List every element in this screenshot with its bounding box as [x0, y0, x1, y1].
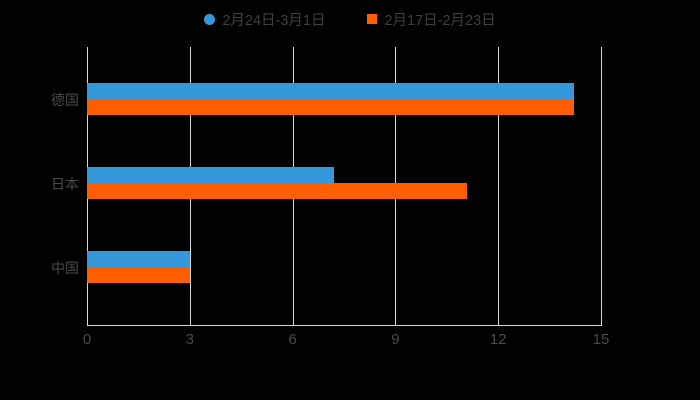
legend-label-series-1: 2月24日-3月1日: [222, 12, 326, 29]
bar-group-1: [87, 167, 601, 199]
bar[interactable]: [87, 167, 334, 183]
y-axis-label-0: 德国: [51, 92, 79, 108]
y-axis-category-labels: 德国 日本 中国: [0, 0, 79, 400]
plot-area: [87, 47, 602, 325]
gridline-x-12: [498, 47, 500, 325]
bar[interactable]: [87, 267, 190, 283]
x-tick-label-3: 3: [185, 331, 194, 348]
x-tick-label-12: 12: [489, 331, 507, 348]
legend-entry-series-1[interactable]: 2月24日-3月1日: [204, 9, 325, 30]
bar-group-2: [87, 251, 601, 283]
legend-entry-series-2[interactable]: 2月17日-2月23日: [367, 9, 496, 30]
bar[interactable]: [87, 99, 574, 115]
x-axis-line: [87, 325, 602, 326]
x-tick-label-9: 9: [391, 331, 400, 348]
legend-marker-square-icon: [367, 14, 378, 24]
bar[interactable]: [87, 83, 574, 99]
legend-label-series-2: 2月17日-2月23日: [384, 12, 496, 29]
gridline-x-15: [601, 47, 602, 325]
legend-marker-circle-icon: [204, 13, 216, 25]
y-axis-label-2: 中国: [51, 260, 79, 276]
bar-group-0: [87, 83, 601, 115]
x-tick-label-6: 6: [288, 331, 297, 348]
x-tick-label-0: 0: [82, 331, 92, 348]
y-axis-label-1: 日本: [51, 176, 79, 192]
bar[interactable]: [87, 183, 468, 199]
x-tick-label-15: 15: [592, 331, 610, 348]
chart-legend: 2月24日-3月1日 2月17日-2月23日: [0, 6, 700, 32]
bar[interactable]: [87, 251, 190, 267]
